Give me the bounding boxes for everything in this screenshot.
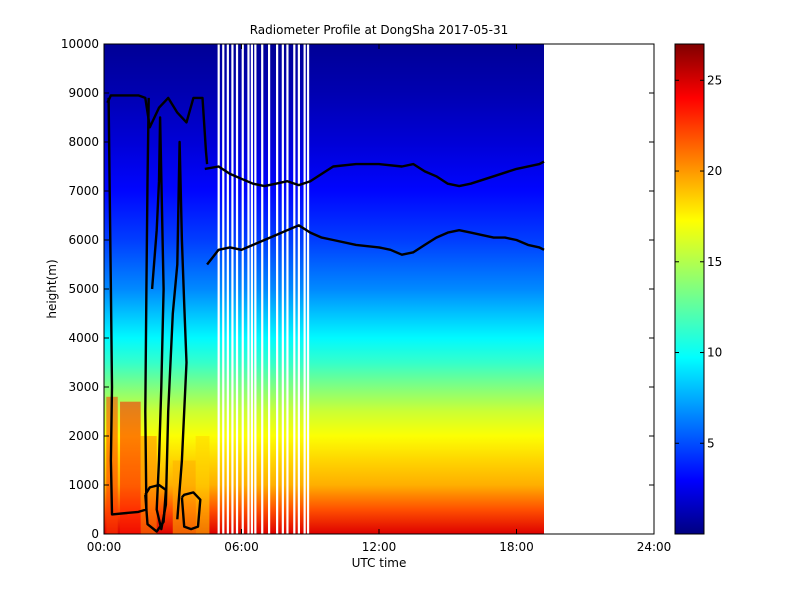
data-gap-line <box>281 44 284 534</box>
data-gap-line <box>306 44 310 534</box>
data-gap-line <box>286 44 289 534</box>
contour-line <box>106 94 209 165</box>
colorbar-tick-label: 5 <box>707 436 715 450</box>
contour-line <box>144 483 168 533</box>
data-gap-line <box>268 44 271 534</box>
data-gap-line <box>226 44 229 534</box>
data-gap-line <box>261 44 264 534</box>
x-tick-label: 12:00 <box>362 540 397 554</box>
data-gap-line <box>231 44 234 534</box>
y-axis-title: height(m) <box>45 259 59 318</box>
colorbar-tick-label: 25 <box>707 73 722 87</box>
contour-lines <box>106 94 545 533</box>
heatmap-data-gaps <box>217 44 310 534</box>
x-axis: 00:00 06:00 12:00 18:00 24:00 <box>87 44 672 554</box>
heatmap-field <box>104 44 544 534</box>
x-axis-title: UTC time <box>352 556 407 570</box>
chart-title: Radiometer Profile at DongSha 2017-05-31 <box>250 23 509 37</box>
x-tick-label: 06:00 <box>224 540 259 554</box>
data-gap-line <box>247 44 250 534</box>
colorbar <box>674 43 705 535</box>
heatmap-base <box>104 44 544 534</box>
warm-column <box>120 401 141 534</box>
y-tick-label: 2000 <box>68 429 99 443</box>
data-gap-line <box>250 44 254 534</box>
y-tick-label: 10000 <box>61 37 99 51</box>
data-gap-line <box>222 44 225 534</box>
y-axis: 0 1000 2000 3000 4000 5000 6000 7000 8000 9000 100… <box>61 37 654 541</box>
contour-line <box>206 224 545 266</box>
y-tick-label: 3000 <box>68 380 99 394</box>
contour-line <box>180 491 202 531</box>
y-tick-label: 0 <box>91 527 99 541</box>
x-tick-label: 18:00 <box>499 540 534 554</box>
colorbar-ticks: 5 10 15 20 25 <box>675 73 722 450</box>
colorbar-tick-label: 10 <box>707 346 722 360</box>
y-tick-label: 6000 <box>68 233 99 247</box>
y-tick-label: 8000 <box>68 135 99 149</box>
data-gap-line <box>254 44 257 534</box>
data-gap-line <box>241 44 244 534</box>
data-gap-line <box>297 44 300 534</box>
data-gap-line <box>217 44 220 534</box>
data-gap-line <box>303 44 306 534</box>
colorbar-tick-label: 15 <box>707 255 722 269</box>
y-tick-label: 9000 <box>68 86 99 100</box>
data-gap-line <box>293 44 296 534</box>
contour-line <box>107 97 150 516</box>
data-gap-line <box>276 44 279 534</box>
y-tick-label: 7000 <box>68 184 99 198</box>
y-tick-label: 5000 <box>68 282 99 296</box>
x-tick-label: 00:00 <box>87 540 122 554</box>
y-tick-label: 1000 <box>68 478 99 492</box>
contour-line <box>204 160 545 188</box>
data-gap-line <box>235 44 239 534</box>
x-tick-label: 24:00 <box>637 540 672 554</box>
y-tick-label: 4000 <box>68 331 99 345</box>
colorbar-tick-label: 20 <box>707 164 722 178</box>
